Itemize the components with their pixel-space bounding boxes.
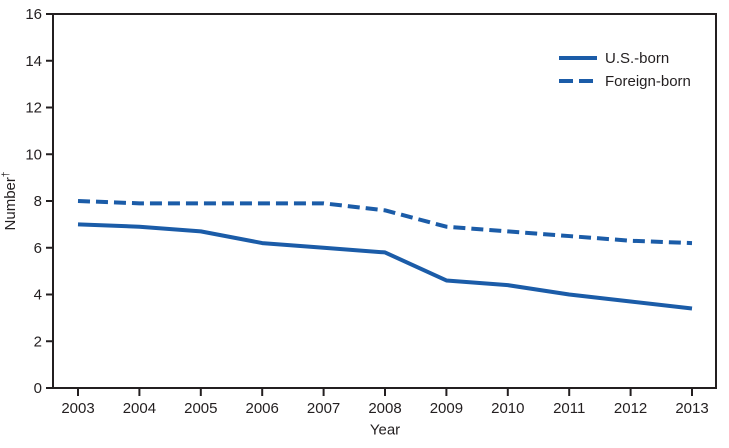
y-axis-label-dagger: † <box>1 171 12 178</box>
y-axis-tick-label: 16 <box>25 6 42 23</box>
y-axis-tick-label: 4 <box>34 287 42 304</box>
x-axis-tick-label: 2013 <box>675 400 708 417</box>
y-axis-tick-label: 0 <box>34 380 42 397</box>
y-axis-tick-label: 2 <box>34 333 42 350</box>
x-axis-tick-label: 2009 <box>430 400 463 417</box>
x-axis-label: Year <box>369 421 401 439</box>
series-line-u-s-born <box>77 222 693 311</box>
legend: U.S.-born Foreign-born <box>559 49 691 90</box>
x-axis-tick-label: 2005 <box>184 400 217 417</box>
solid-line-swatch <box>559 56 597 60</box>
x-axis-tick-label: 2004 <box>123 400 156 417</box>
y-axis-tick-label: 10 <box>25 146 42 163</box>
legend-item-foreign-born: Foreign-born <box>559 72 691 90</box>
legend-label-foreign-born: Foreign-born <box>605 72 691 90</box>
x-axis-tick-label: 2006 <box>246 400 279 417</box>
legend-item-us-born: U.S.-born <box>559 49 691 67</box>
y-axis-label-text: Number <box>2 177 19 231</box>
y-axis-tick-label: 12 <box>25 100 42 117</box>
legend-label-us-born: U.S.-born <box>605 49 670 67</box>
y-axis-tick-label: 14 <box>25 53 42 70</box>
y-axis-label: Number† <box>1 172 19 231</box>
x-axis-tick-label: 2007 <box>307 400 340 417</box>
x-axis-tick-label: 2010 <box>491 400 524 417</box>
x-axis-tick-label: 2012 <box>614 400 647 417</box>
dashed-line-swatch <box>559 79 597 83</box>
x-axis-tick-label: 2011 <box>553 400 585 417</box>
x-axis-tick-label: 2008 <box>368 400 401 417</box>
y-axis-tick-label: 6 <box>34 240 42 257</box>
y-axis-tick-label: 8 <box>34 193 42 210</box>
series-line-foreign-born <box>77 199 693 246</box>
x-axis-tick-label: 2003 <box>61 400 94 417</box>
